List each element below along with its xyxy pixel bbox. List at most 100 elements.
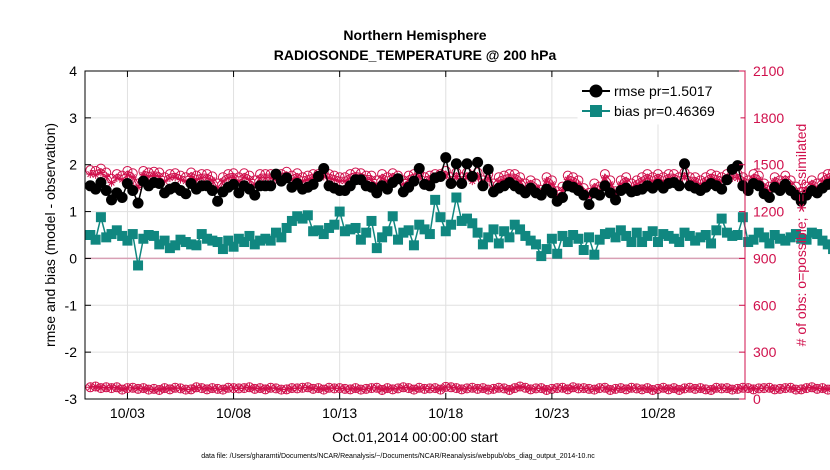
bias-point xyxy=(562,237,573,248)
bias-point xyxy=(451,192,462,203)
right-y-axis: 0 300 600 900 1200 1500 1800 2100 xyxy=(739,63,784,407)
bias-point xyxy=(398,227,409,238)
bias-point xyxy=(647,226,658,237)
bias-point xyxy=(780,235,791,246)
x-tick-label: 10/13 xyxy=(322,405,357,421)
count-point-assimilated xyxy=(134,384,143,393)
asterisk-stroke xyxy=(134,385,142,393)
asterisk-stroke xyxy=(474,385,481,393)
rmse-point xyxy=(408,175,420,187)
bias-point xyxy=(440,226,451,237)
asterisk-stroke xyxy=(607,386,614,394)
count-point-assimilated xyxy=(404,384,413,393)
count-point-assimilated xyxy=(245,175,254,184)
y-tick-label-left: 4 xyxy=(69,63,77,79)
count-point-assimilated xyxy=(547,384,556,393)
rmse-point xyxy=(392,173,404,185)
count-point-assimilated xyxy=(86,383,95,392)
bias-point xyxy=(456,215,467,226)
y-tick-label-right: 300 xyxy=(753,344,777,360)
asterisk-stroke xyxy=(432,384,439,392)
bias-point xyxy=(578,244,589,255)
count-point-assimilated xyxy=(590,385,599,394)
rmse-point xyxy=(673,180,685,192)
x-tick-label: 10/18 xyxy=(428,405,463,421)
asterisk-stroke xyxy=(500,385,508,392)
bias-point xyxy=(95,212,106,223)
asterisk-stroke xyxy=(638,386,646,393)
x-tick-label: 10/03 xyxy=(110,405,145,421)
count-point-assimilated xyxy=(786,383,795,392)
asterisk-stroke xyxy=(309,385,317,393)
asterisk-stroke xyxy=(193,384,200,391)
count-point-assimilated xyxy=(585,384,594,393)
bias-point xyxy=(594,234,605,245)
bias-point xyxy=(382,226,393,237)
legend-rmse-marker xyxy=(589,84,603,98)
count-point-assimilated xyxy=(701,385,710,394)
count-point-assimilated xyxy=(632,384,641,393)
bias-point xyxy=(812,229,823,240)
asterisk-stroke xyxy=(235,385,243,392)
rmse-point xyxy=(763,192,775,204)
bias-point xyxy=(541,244,552,255)
left-y-axis: -3 -2 -1 0 1 2 3 4 xyxy=(65,63,91,407)
bias-point xyxy=(748,234,759,245)
count-point-assimilated xyxy=(192,383,201,392)
asterisk-stroke xyxy=(336,384,343,392)
count-point-assimilated xyxy=(160,384,169,393)
bias-point xyxy=(520,230,531,241)
count-point-assimilated xyxy=(542,177,551,186)
count-point-assimilated xyxy=(797,385,806,394)
bias-point xyxy=(488,224,499,235)
asterisk-stroke xyxy=(283,386,290,393)
count-point-assimilated xyxy=(611,384,620,393)
bias-point xyxy=(196,229,207,240)
bias-point xyxy=(631,227,642,238)
asterisk-stroke xyxy=(612,385,619,393)
asterisk-stroke xyxy=(713,384,720,391)
count-point-assimilated xyxy=(203,385,212,394)
bias-point xyxy=(769,230,780,240)
asterisk-stroke xyxy=(760,384,768,392)
bias-point xyxy=(424,229,435,240)
asterisk-stroke xyxy=(278,386,285,393)
asterisk-stroke xyxy=(172,174,179,181)
count-point-assimilated xyxy=(346,385,355,394)
asterisk-stroke xyxy=(734,174,741,182)
asterisk-stroke xyxy=(543,177,550,185)
asterisk-stroke xyxy=(702,386,709,393)
bias-point xyxy=(658,229,669,240)
asterisk-stroke xyxy=(745,384,752,392)
rmse-point xyxy=(482,163,494,175)
asterisk-stroke xyxy=(145,386,152,393)
y-tick-label-right: 600 xyxy=(753,297,777,313)
asterisk-stroke xyxy=(113,174,120,182)
asterisk-stroke xyxy=(638,177,646,185)
bias-point xyxy=(796,233,807,244)
count-point-assimilated xyxy=(643,384,652,393)
asterisk-stroke xyxy=(538,384,545,392)
bias-point xyxy=(695,232,706,243)
count-point-assimilated xyxy=(776,384,785,393)
bias-point xyxy=(239,237,250,248)
asterisk-stroke xyxy=(543,386,550,394)
asterisk-stroke xyxy=(108,179,115,186)
count-point-assimilated xyxy=(340,384,349,393)
bias-point xyxy=(828,244,830,255)
rmse-point xyxy=(424,180,436,192)
bias-point xyxy=(790,229,801,240)
bias-point xyxy=(552,248,563,259)
count-point-assimilated xyxy=(712,383,721,392)
count-point-assimilated xyxy=(802,384,811,393)
count-point-possible xyxy=(822,384,830,395)
asterisk-stroke xyxy=(405,384,412,392)
rmse-point xyxy=(100,184,112,196)
asterisk-stroke xyxy=(729,386,736,393)
asterisk-stroke xyxy=(389,386,396,393)
asterisk-stroke xyxy=(347,386,354,393)
count-point-assimilated xyxy=(749,385,758,394)
count-point-assimilated xyxy=(521,383,530,392)
asterisk-stroke xyxy=(262,174,269,182)
bias-point xyxy=(324,222,335,233)
